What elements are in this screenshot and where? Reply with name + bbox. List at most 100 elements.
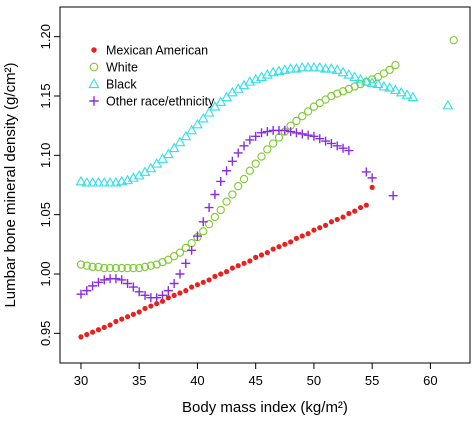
legend-label: Mexican American <box>106 44 208 58</box>
data-point <box>328 219 334 225</box>
data-point <box>355 73 366 84</box>
data-point <box>253 254 259 260</box>
y-axis: 0.95 1.00 1.05 1.10 1.15 1.20 <box>38 24 60 346</box>
data-point <box>191 118 203 129</box>
data-point <box>322 222 329 228</box>
data-point <box>215 96 227 106</box>
data-point <box>314 61 326 72</box>
x-tick-label: 40 <box>190 373 204 388</box>
data-point <box>407 91 419 102</box>
data-point <box>349 71 361 81</box>
data-point <box>95 327 102 333</box>
data-point <box>257 152 266 161</box>
data-point <box>222 166 232 176</box>
data-point <box>111 263 121 273</box>
data-point <box>257 128 267 138</box>
data-point <box>107 322 113 328</box>
data-point <box>234 182 243 191</box>
data-point <box>186 124 198 135</box>
data-point <box>192 231 202 241</box>
data-point <box>401 89 413 99</box>
data-point <box>94 262 103 272</box>
data-point <box>100 263 109 273</box>
data-point <box>361 167 371 177</box>
x-tick-label: 30 <box>74 373 88 388</box>
data-point <box>163 286 173 296</box>
data-point <box>142 305 148 312</box>
data-point <box>352 208 358 214</box>
data-point <box>140 290 150 300</box>
data-point <box>227 156 237 166</box>
data-point <box>311 227 317 233</box>
legend-label: Black <box>106 78 137 92</box>
data-point <box>181 243 190 253</box>
data-point <box>159 298 166 304</box>
data-point <box>99 275 109 285</box>
data-point <box>269 139 278 148</box>
data-point <box>175 248 185 257</box>
data-point <box>135 263 144 273</box>
data-point <box>286 127 296 137</box>
data-point <box>136 309 142 315</box>
data-point <box>177 290 183 296</box>
data-point <box>245 135 255 145</box>
data-point <box>158 290 167 300</box>
legend-item: Mexican American <box>91 44 208 58</box>
x-tick-label: 35 <box>132 373 146 388</box>
data-point <box>305 231 311 237</box>
data-point <box>199 227 208 236</box>
y-tick-label: 1.10 <box>38 143 53 168</box>
data-point <box>244 76 256 86</box>
data-point <box>165 295 171 301</box>
data-point <box>113 318 119 325</box>
data-point <box>221 91 233 102</box>
data-point <box>216 176 226 186</box>
data-point <box>331 64 343 74</box>
data-point <box>101 324 107 330</box>
data-point <box>209 101 221 111</box>
data-point <box>168 142 180 153</box>
data-point <box>93 277 103 287</box>
y-tick-label: 0.95 <box>38 321 53 346</box>
data-point <box>98 177 110 187</box>
data-point <box>267 66 279 77</box>
data-point <box>171 292 177 298</box>
data-point <box>175 269 185 279</box>
data-point <box>251 131 261 141</box>
legend-marker <box>89 96 99 106</box>
data-point <box>388 191 398 201</box>
legend-label: Other race/ethnicity <box>106 95 215 109</box>
legend: Mexican American White Black Other race/eth… <box>88 44 215 109</box>
data-point <box>366 77 378 87</box>
data-point <box>291 63 302 73</box>
data-point <box>384 82 396 92</box>
data-point <box>88 281 98 291</box>
y-tick-label: 1.20 <box>38 24 53 49</box>
data-point <box>239 141 249 151</box>
legend-label: White <box>106 61 138 75</box>
data-point <box>197 112 209 123</box>
data-point <box>308 61 320 72</box>
data-point <box>198 217 208 227</box>
data-point <box>164 255 173 264</box>
data-point <box>169 252 179 261</box>
data-point <box>315 98 324 108</box>
data-point <box>326 138 336 148</box>
data-point <box>379 69 388 78</box>
data-point <box>180 130 192 141</box>
data-point <box>280 125 290 135</box>
x-tick-label: 60 <box>423 373 437 388</box>
data-point <box>76 289 86 299</box>
data-point <box>303 107 313 116</box>
data-point <box>84 331 90 338</box>
data-point <box>187 245 197 255</box>
y-axis-label: Lumbar bone mineral density (g/cm²) <box>2 62 19 307</box>
plot-frame <box>59 6 471 364</box>
data-point <box>92 177 104 187</box>
data-point <box>130 311 136 317</box>
data-point <box>360 76 372 86</box>
data-point <box>210 189 220 199</box>
y-tick-label: 1.05 <box>38 202 53 227</box>
data-point <box>235 263 241 269</box>
data-point <box>390 84 401 94</box>
